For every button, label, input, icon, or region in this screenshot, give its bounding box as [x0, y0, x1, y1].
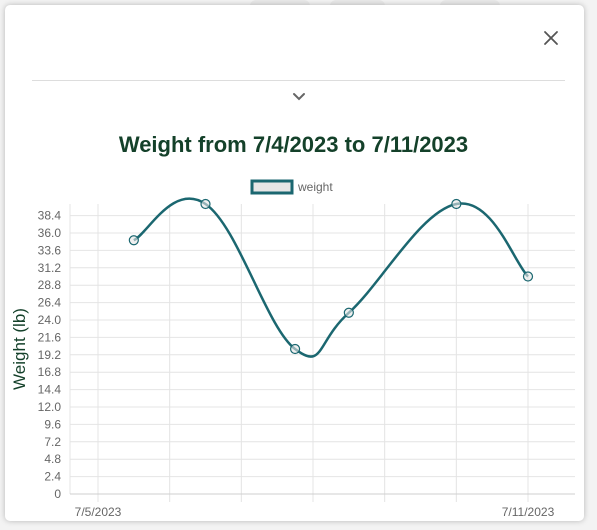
y-tick-label: 19.2 — [38, 348, 62, 362]
data-point — [200, 198, 211, 210]
close-icon — [544, 31, 558, 45]
y-tick-label: 38.4 — [38, 209, 62, 223]
collapse-button[interactable] — [287, 87, 311, 107]
chart-title: Weight from 7/4/2023 to 7/11/2023 — [118, 132, 469, 157]
y-tick-label: 24.0 — [38, 313, 62, 327]
y-tick-label: 36.0 — [38, 226, 62, 240]
y-tick-label: 2.4 — [44, 470, 61, 484]
y-tick-label: 31.2 — [38, 261, 62, 275]
y-tick-label: 26.4 — [38, 296, 62, 310]
series-line-weight — [133, 197, 529, 358]
y-tick-label: 21.6 — [38, 330, 62, 344]
chevron-down-icon — [293, 93, 305, 101]
y-tick-label: 4.8 — [44, 452, 61, 466]
y-tick-label: 9.6 — [44, 417, 61, 431]
legend-swatch — [250, 179, 294, 195]
x-tick-label: 7/11/2023 — [502, 505, 555, 519]
y-tick-label: 14.4 — [38, 383, 62, 397]
y-tick-label: 28.8 — [38, 278, 62, 292]
chart-modal — [5, 5, 584, 521]
y-tick-label: 0 — [54, 487, 61, 501]
data-point — [451, 198, 462, 210]
y-tick-label: 12.0 — [38, 400, 62, 414]
data-point — [522, 271, 534, 282]
data-point — [128, 235, 139, 246]
close-button[interactable] — [538, 25, 564, 51]
data-point — [343, 307, 354, 318]
y-tick-label: 16.8 — [38, 365, 62, 379]
y-tick-label: 33.6 — [38, 243, 62, 257]
legend-label: weight — [297, 180, 333, 194]
x-tick-label: 7/5/2023 — [75, 505, 122, 519]
y-axis-title: Weight (lb) — [10, 308, 29, 390]
data-point — [289, 343, 301, 355]
divider — [32, 80, 565, 81]
y-tick-label: 7.2 — [44, 435, 61, 449]
